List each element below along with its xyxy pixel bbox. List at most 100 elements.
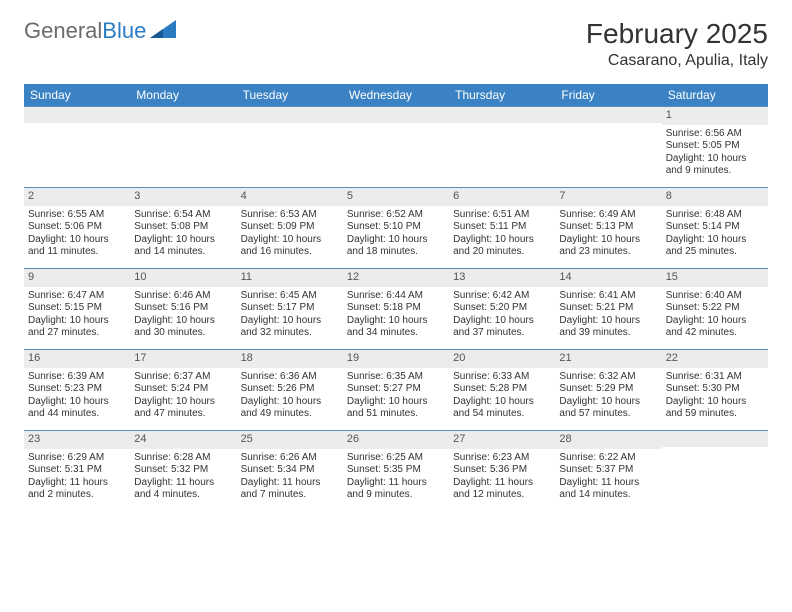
- day-body: Sunrise: 6:39 AMSunset: 5:23 PMDaylight:…: [24, 368, 130, 427]
- daylight-text: Daylight: 11 hours and 4 minutes.: [134, 477, 232, 502]
- sunrise-text: Sunrise: 6:36 AM: [241, 371, 339, 384]
- day-body: Sunrise: 6:56 AMSunset: 5:05 PMDaylight:…: [662, 125, 768, 184]
- day-cell: 15Sunrise: 6:40 AMSunset: 5:22 PMDayligh…: [662, 269, 768, 349]
- day-body: [130, 123, 236, 132]
- weekday-header: Sunday: [24, 84, 130, 106]
- sunset-text: Sunset: 5:37 PM: [559, 464, 657, 477]
- day-number: 11: [237, 269, 343, 287]
- day-body: Sunrise: 6:48 AMSunset: 5:14 PMDaylight:…: [662, 206, 768, 265]
- logo-text-2: Blue: [102, 18, 146, 44]
- sunset-text: Sunset: 5:32 PM: [134, 464, 232, 477]
- day-cell: 8Sunrise: 6:48 AMSunset: 5:14 PMDaylight…: [662, 188, 768, 268]
- week-row: 16Sunrise: 6:39 AMSunset: 5:23 PMDayligh…: [24, 349, 768, 430]
- day-body: Sunrise: 6:28 AMSunset: 5:32 PMDaylight:…: [130, 449, 236, 508]
- sunset-text: Sunset: 5:28 PM: [453, 383, 551, 396]
- sunrise-text: Sunrise: 6:51 AM: [453, 209, 551, 222]
- week-row: 2Sunrise: 6:55 AMSunset: 5:06 PMDaylight…: [24, 187, 768, 268]
- day-body: Sunrise: 6:37 AMSunset: 5:24 PMDaylight:…: [130, 368, 236, 427]
- day-number: 19: [343, 350, 449, 368]
- sunrise-text: Sunrise: 6:54 AM: [134, 209, 232, 222]
- sunrise-text: Sunrise: 6:47 AM: [28, 290, 126, 303]
- day-cell: 24Sunrise: 6:28 AMSunset: 5:32 PMDayligh…: [130, 431, 236, 511]
- day-number: 2: [24, 188, 130, 206]
- sunrise-text: Sunrise: 6:45 AM: [241, 290, 339, 303]
- day-body: [24, 123, 130, 132]
- day-cell: 26Sunrise: 6:25 AMSunset: 5:35 PMDayligh…: [343, 431, 449, 511]
- day-cell: 25Sunrise: 6:26 AMSunset: 5:34 PMDayligh…: [237, 431, 343, 511]
- sunset-text: Sunset: 5:13 PM: [559, 221, 657, 234]
- daylight-text: Daylight: 10 hours and 44 minutes.: [28, 396, 126, 421]
- day-body: Sunrise: 6:41 AMSunset: 5:21 PMDaylight:…: [555, 287, 661, 346]
- daylight-text: Daylight: 10 hours and 32 minutes.: [241, 315, 339, 340]
- sunset-text: Sunset: 5:31 PM: [28, 464, 126, 477]
- sunrise-text: Sunrise: 6:41 AM: [559, 290, 657, 303]
- sunset-text: Sunset: 5:26 PM: [241, 383, 339, 396]
- weekday-header: Saturday: [662, 84, 768, 106]
- day-number: 9: [24, 269, 130, 287]
- sunset-text: Sunset: 5:29 PM: [559, 383, 657, 396]
- daylight-text: Daylight: 10 hours and 51 minutes.: [347, 396, 445, 421]
- daylight-text: Daylight: 11 hours and 7 minutes.: [241, 477, 339, 502]
- day-number: 3: [130, 188, 236, 206]
- day-cell: 9 Sunrise: 6:47 AMSunset: 5:15 PMDaylight…: [24, 269, 130, 349]
- day-cell: 2Sunrise: 6:55 AMSunset: 5:06 PMDaylight…: [24, 188, 130, 268]
- day-body: Sunrise: 6:46 AMSunset: 5:16 PMDaylight:…: [130, 287, 236, 346]
- day-cell: 28Sunrise: 6:22 AMSunset: 5:37 PMDayligh…: [555, 431, 661, 511]
- day-cell: [449, 107, 555, 187]
- daylight-text: Daylight: 10 hours and 39 minutes.: [559, 315, 657, 340]
- day-cell: [130, 107, 236, 187]
- daylight-text: Daylight: 10 hours and 34 minutes.: [347, 315, 445, 340]
- location: Casarano, Apulia, Italy: [586, 52, 768, 70]
- day-body: Sunrise: 6:42 AMSunset: 5:20 PMDaylight:…: [449, 287, 555, 346]
- day-body: Sunrise: 6:51 AMSunset: 5:11 PMDaylight:…: [449, 206, 555, 265]
- daylight-text: Daylight: 10 hours and 25 minutes.: [666, 234, 764, 259]
- day-body: [449, 123, 555, 132]
- day-body: Sunrise: 6:52 AMSunset: 5:10 PMDaylight:…: [343, 206, 449, 265]
- day-body: Sunrise: 6:53 AMSunset: 5:09 PMDaylight:…: [237, 206, 343, 265]
- day-number: 14: [555, 269, 661, 287]
- day-number: 5: [343, 188, 449, 206]
- daylight-text: Daylight: 10 hours and 59 minutes.: [666, 396, 764, 421]
- weekday-header: Monday: [130, 84, 236, 106]
- sunset-text: Sunset: 5:20 PM: [453, 302, 551, 315]
- day-number: 21: [555, 350, 661, 368]
- calendar-body: 1Sunrise: 6:56 AMSunset: 5:05 PMDaylight…: [24, 106, 768, 511]
- sunset-text: Sunset: 5:17 PM: [241, 302, 339, 315]
- daylight-text: Daylight: 10 hours and 54 minutes.: [453, 396, 551, 421]
- sunrise-text: Sunrise: 6:53 AM: [241, 209, 339, 222]
- header: GeneralBlue February 2025 Casarano, Apul…: [24, 18, 768, 70]
- day-cell: 4Sunrise: 6:53 AMSunset: 5:09 PMDaylight…: [237, 188, 343, 268]
- logo-triangle-icon: [150, 20, 176, 38]
- sunset-text: Sunset: 5:10 PM: [347, 221, 445, 234]
- day-number: 22: [662, 350, 768, 368]
- week-row: 9Sunrise: 6:47 AMSunset: 5:15 PMDaylight…: [24, 268, 768, 349]
- daylight-text: Daylight: 10 hours and 42 minutes.: [666, 315, 764, 340]
- day-cell: 23Sunrise: 6:29 AMSunset: 5:31 PMDayligh…: [24, 431, 130, 511]
- daylight-text: Daylight: 10 hours and 27 minutes.: [28, 315, 126, 340]
- day-body: Sunrise: 6:26 AMSunset: 5:34 PMDaylight:…: [237, 449, 343, 508]
- day-cell: 1Sunrise: 6:56 AMSunset: 5:05 PMDaylight…: [662, 107, 768, 187]
- sunrise-text: Sunrise: 6:28 AM: [134, 452, 232, 465]
- sunset-text: Sunset: 5:35 PM: [347, 464, 445, 477]
- day-cell: 11 Sunrise: 6:45 AMSunset: 5:17 PMDayligh…: [237, 269, 343, 349]
- day-number: [237, 107, 343, 123]
- sunrise-text: Sunrise: 6:37 AM: [134, 371, 232, 384]
- day-cell: [343, 107, 449, 187]
- day-cell: 3Sunrise: 6:54 AMSunset: 5:08 PMDaylight…: [130, 188, 236, 268]
- day-number: 20: [449, 350, 555, 368]
- day-body: Sunrise: 6:23 AMSunset: 5:36 PMDaylight:…: [449, 449, 555, 508]
- day-number: 7: [555, 188, 661, 206]
- sunset-text: Sunset: 5:15 PM: [28, 302, 126, 315]
- day-cell: 22Sunrise: 6:31 AMSunset: 5:30 PMDayligh…: [662, 350, 768, 430]
- day-body: Sunrise: 6:36 AMSunset: 5:26 PMDaylight:…: [237, 368, 343, 427]
- sunrise-text: Sunrise: 6:26 AM: [241, 452, 339, 465]
- daylight-text: Daylight: 10 hours and 47 minutes.: [134, 396, 232, 421]
- sunrise-text: Sunrise: 6:46 AM: [134, 290, 232, 303]
- daylight-text: Daylight: 10 hours and 16 minutes.: [241, 234, 339, 259]
- day-number: [555, 107, 661, 123]
- day-body: Sunrise: 6:35 AMSunset: 5:27 PMDaylight:…: [343, 368, 449, 427]
- day-cell: [662, 431, 768, 511]
- day-cell: 10Sunrise: 6:46 AMSunset: 5:16 PMDayligh…: [130, 269, 236, 349]
- daylight-text: Daylight: 10 hours and 57 minutes.: [559, 396, 657, 421]
- day-number: 15: [662, 269, 768, 287]
